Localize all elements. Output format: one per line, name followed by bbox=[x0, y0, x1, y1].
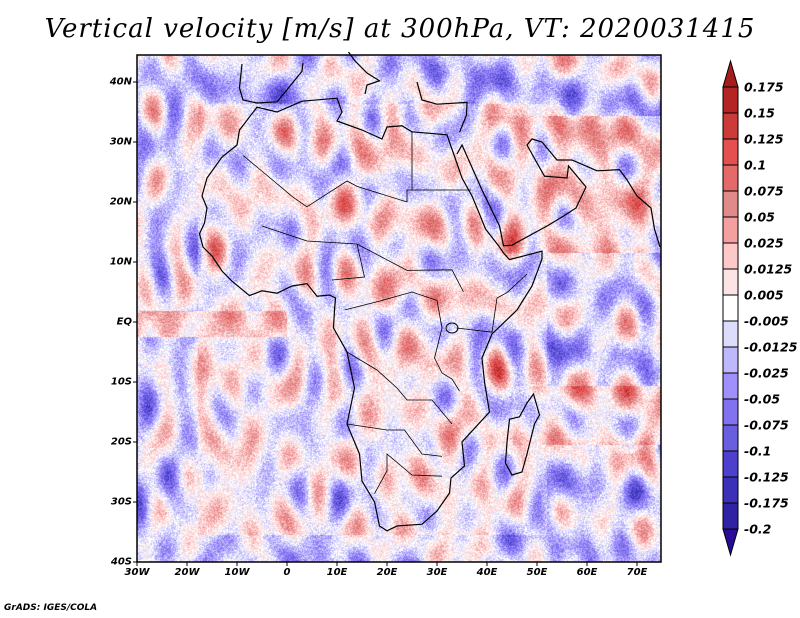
colorbar-box bbox=[722, 216, 739, 244]
colorbar-label: 0.075 bbox=[744, 183, 784, 199]
lat-tick-label: EQ bbox=[116, 316, 132, 328]
iberia-coastline bbox=[238, 62, 304, 104]
colorbar-box bbox=[722, 450, 739, 478]
lon-tick-label: 60E bbox=[576, 567, 598, 578]
colorbar-label: 0.125 bbox=[744, 131, 784, 147]
colorbar-box bbox=[722, 190, 739, 218]
colorbar-box bbox=[722, 372, 739, 400]
colorbar-label: -0.1 bbox=[744, 443, 772, 459]
lon-tick-label: 30W bbox=[124, 567, 150, 578]
colorbar-label: 0.15 bbox=[744, 105, 775, 121]
lon-tick-label: 30E bbox=[426, 567, 448, 578]
footer-credit: GrADS: IGES/COLA bbox=[4, 603, 98, 613]
lat-tick-label: 20S bbox=[110, 436, 132, 448]
colorbar-label: -0.175 bbox=[744, 495, 789, 511]
map-frame bbox=[136, 54, 662, 563]
lon-tick-label: 70E bbox=[626, 567, 648, 578]
country-border bbox=[374, 453, 443, 494]
colorbar-box bbox=[722, 164, 739, 192]
colorbar-box bbox=[722, 424, 739, 452]
colorbar-label: -0.025 bbox=[744, 365, 789, 381]
lon-tick-label: 10E bbox=[326, 567, 348, 578]
arabia-asia-coastline bbox=[456, 138, 661, 248]
colorbar-box bbox=[722, 320, 739, 348]
colorbar-label: 0.005 bbox=[744, 287, 784, 303]
lat-tick-label: 10S bbox=[110, 376, 132, 388]
colorbar-label: 0.0125 bbox=[744, 261, 793, 277]
colorbar-box bbox=[722, 268, 739, 296]
colorbar-label: 0.1 bbox=[744, 157, 767, 173]
colorbar-label: 0.05 bbox=[744, 209, 775, 225]
colorbar-arrow-bottom bbox=[722, 528, 739, 557]
lat-tick-label: 20N bbox=[109, 196, 132, 208]
colorbar-arrow-top bbox=[722, 59, 739, 88]
country-border bbox=[346, 351, 453, 425]
lake-victoria bbox=[445, 322, 459, 334]
madagascar-coastline bbox=[504, 392, 541, 476]
lat-tick-label: 30N bbox=[109, 136, 132, 148]
lat-tick-label: 40N bbox=[109, 76, 132, 88]
plot-title: Vertical velocity [m/s] at 300hPa, VT: 2… bbox=[44, 14, 756, 44]
colorbar-label: -0.125 bbox=[744, 469, 789, 485]
country-border bbox=[331, 243, 365, 281]
colorbar-box bbox=[722, 138, 739, 166]
colorbar-box bbox=[722, 476, 739, 504]
colorbar-box bbox=[722, 502, 739, 530]
colorbar-box bbox=[722, 112, 739, 140]
colorbar-label: -0.2 bbox=[744, 521, 772, 537]
colorbar-label: 0.025 bbox=[744, 235, 784, 251]
country-border bbox=[243, 155, 471, 208]
country-border bbox=[456, 273, 528, 333]
italy-coastline bbox=[348, 51, 381, 95]
lon-tick-label: 10W bbox=[224, 567, 250, 578]
colorbar-label: -0.005 bbox=[744, 313, 789, 329]
lon-tick-label: 50E bbox=[526, 567, 548, 578]
lon-tick-label: 0 bbox=[283, 567, 291, 578]
colorbar-label: -0.0125 bbox=[744, 339, 798, 355]
colorbar-box bbox=[722, 294, 739, 322]
levant-coastline bbox=[416, 81, 468, 133]
country-border bbox=[346, 423, 443, 457]
africa-coastline bbox=[198, 97, 543, 532]
lat-tick-label: 30S bbox=[110, 496, 132, 508]
colorbar-box bbox=[722, 242, 739, 270]
country-border bbox=[261, 225, 464, 293]
vertical-velocity-field bbox=[137, 55, 661, 562]
lon-tick-label: 40E bbox=[476, 567, 498, 578]
colorbar-box bbox=[722, 346, 739, 374]
lat-tick-label: 40S bbox=[110, 556, 132, 568]
colorbar-box bbox=[722, 398, 739, 426]
lon-tick-label: 20E bbox=[376, 567, 398, 578]
lon-tick-label: 20W bbox=[174, 567, 200, 578]
colorbar-label: 0.175 bbox=[744, 79, 784, 95]
colorbar-box bbox=[722, 86, 739, 114]
colorbar-label: -0.075 bbox=[744, 417, 789, 433]
country-border bbox=[344, 291, 460, 392]
colorbar-label: -0.05 bbox=[744, 391, 781, 407]
lat-tick-label: 10N bbox=[109, 256, 132, 268]
